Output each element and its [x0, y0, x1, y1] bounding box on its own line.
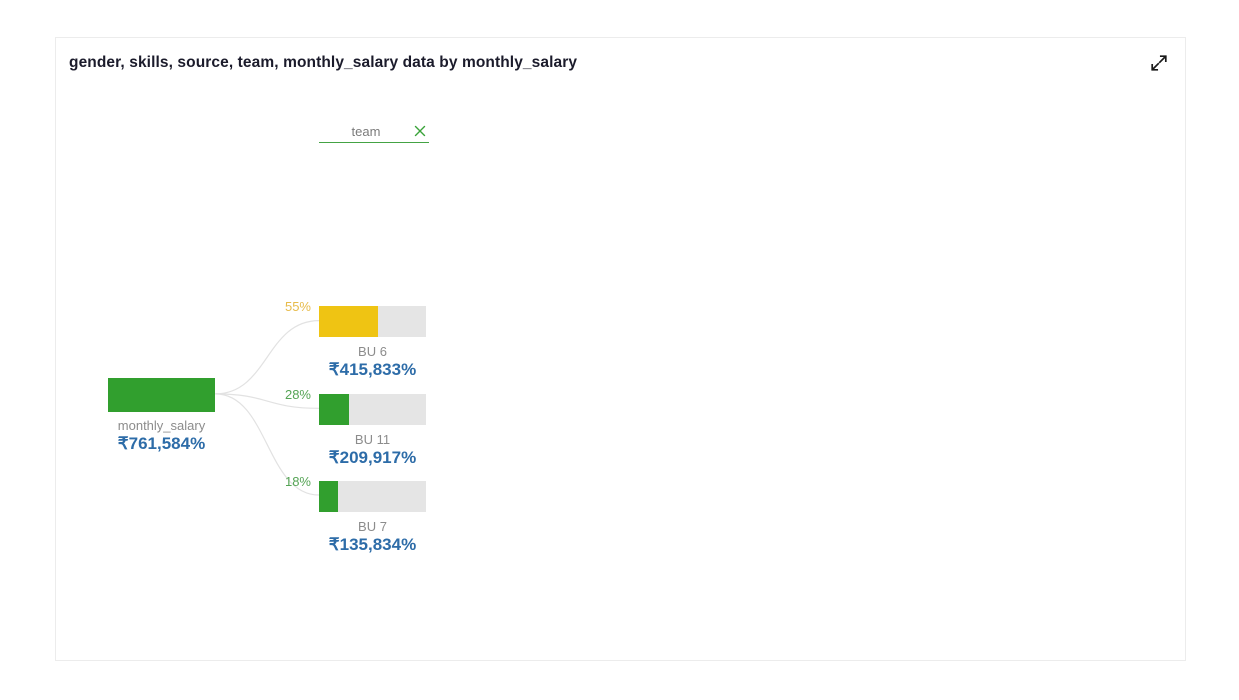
tree-node-root[interactable]: monthly_salary ₹761,584%	[108, 378, 215, 453]
node-label: BU 6	[358, 344, 387, 359]
expand-button[interactable]	[1147, 52, 1171, 76]
node-bar-fill	[319, 306, 378, 337]
chart-title: gender, skills, source, team, monthly_sa…	[69, 54, 578, 71]
tree-node-bu11[interactable]: BU 11 ₹209,917%	[319, 394, 426, 467]
close-icon[interactable]	[413, 124, 427, 138]
root-node-label: monthly_salary	[117, 418, 206, 433]
tree-connector-lines	[215, 319, 319, 496]
node-bar-fill	[319, 481, 339, 512]
root-bar-fill	[108, 378, 215, 412]
node-bar-fill	[319, 394, 349, 425]
share-label: 18%	[284, 474, 311, 489]
chart-card: gender, skills, source, team, monthly_sa…	[55, 37, 1186, 661]
node-value: ₹209,917%	[328, 448, 417, 467]
root-node-value: ₹761,584%	[117, 434, 206, 453]
root-bar[interactable]	[108, 378, 215, 412]
expand-icon	[1148, 55, 1170, 77]
tree-node-bu7[interactable]: BU 7 ₹135,834%	[319, 481, 426, 554]
tree-node-bu6[interactable]: BU 6 ₹415,833%	[319, 306, 426, 379]
node-bar[interactable]	[319, 481, 426, 512]
node-bar[interactable]	[319, 306, 426, 337]
share-label: 28%	[284, 387, 311, 402]
level-field-selector[interactable]: team	[319, 120, 429, 143]
level-field-label: team	[351, 123, 381, 139]
node-label: BU 7	[358, 519, 387, 534]
node-value: ₹415,833%	[328, 360, 417, 379]
node-value: ₹135,834%	[328, 535, 417, 554]
node-label: BU 11	[354, 432, 391, 447]
share-label: 55%	[284, 299, 311, 314]
node-bar[interactable]	[319, 394, 426, 425]
